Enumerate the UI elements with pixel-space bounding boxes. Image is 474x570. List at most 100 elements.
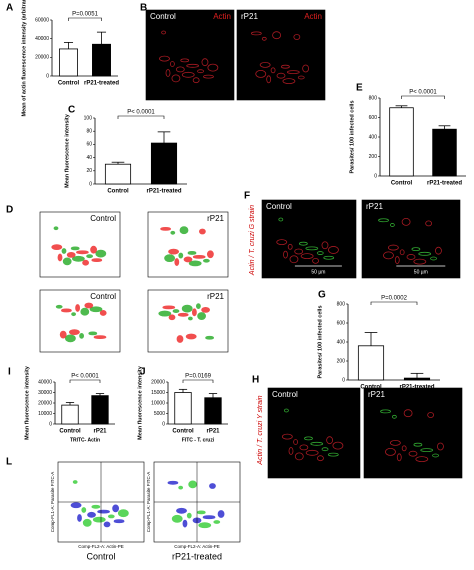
image-detail: [186, 63, 200, 68]
image-detail: [62, 257, 72, 266]
image-detail: [207, 63, 219, 72]
image-detail: [181, 71, 195, 78]
image-detail: [380, 409, 391, 414]
y-tick-label: 15000: [151, 390, 165, 396]
image-detail: [250, 31, 262, 36]
image-detail: [203, 74, 214, 79]
image-detail: [198, 522, 212, 529]
image-detail: [172, 309, 180, 313]
panel-letter: E: [356, 83, 363, 94]
image-detail: [197, 312, 207, 320]
image-frame: [39, 211, 121, 278]
p-value: P< 0.0001: [127, 110, 155, 116]
image-detail: [87, 511, 96, 518]
y-axis-label: Parasites/ 100 infected cells: [317, 305, 323, 378]
bar: [150, 142, 178, 185]
image-detail: [317, 455, 324, 462]
image-detail: [293, 34, 301, 40]
bar: [432, 128, 457, 177]
image-detail: [165, 69, 171, 77]
x-tick-label: rP21-treated: [84, 81, 119, 87]
y-tick-label: 0: [342, 377, 345, 383]
image-detail: [192, 254, 206, 259]
y-tick-label: 600: [337, 320, 346, 326]
side-label: Actin / T. cruzi G strain: [249, 205, 256, 276]
image-detail: [391, 414, 397, 419]
image-detail: [97, 509, 110, 514]
image-detail: [328, 246, 339, 254]
y-axis-label: Mean fluorescence intensity: [64, 113, 70, 188]
image-detail: [297, 75, 305, 80]
bar: [91, 395, 109, 425]
image-detail: [261, 36, 267, 41]
image-detail: [117, 509, 129, 518]
image-detail: [80, 307, 90, 316]
image-detail: [202, 515, 216, 520]
y-tick-label: 40000: [35, 36, 49, 42]
significance-bracket: [69, 379, 101, 383]
panel-letter: A: [6, 3, 13, 14]
image-detail: [195, 303, 201, 310]
x-axis-label: TRITC- Actin: [70, 437, 100, 443]
image-detail: [91, 504, 101, 509]
image-detail: [385, 447, 396, 456]
image-detail: [171, 74, 181, 83]
significance-bracket: [401, 95, 445, 99]
scale-label: 50 µm: [311, 269, 325, 275]
bar: [389, 107, 414, 177]
significance-bracket: [370, 301, 418, 305]
y-tick-label: 200: [337, 358, 346, 364]
image-detail: [406, 254, 416, 260]
image-detail: [321, 241, 329, 250]
image-frame: [261, 199, 357, 279]
panel-letter: F: [244, 191, 250, 202]
frame-caption: Control: [86, 551, 115, 561]
y-axis-label: Comp-FL1-A: Parasite FITC-A: [146, 472, 151, 533]
image-detail: [158, 310, 172, 317]
image-detail: [53, 226, 59, 231]
image-detail: [196, 510, 206, 515]
image-detail: [183, 256, 193, 263]
image-detail: [159, 55, 170, 62]
image-detail: [401, 445, 407, 452]
image-detail: [408, 450, 418, 457]
y-tick-label: 20000: [38, 400, 52, 406]
image-detail: [175, 66, 185, 73]
image-detail: [332, 441, 344, 450]
image-detail: [88, 331, 98, 336]
image-detail: [217, 510, 225, 518]
image-detail: [305, 246, 319, 251]
image-detail: [326, 436, 334, 445]
frame-label: Control: [272, 390, 298, 399]
image-detail: [95, 249, 107, 258]
image-detail: [282, 78, 296, 84]
image-detail: [178, 485, 184, 490]
y-tick-label: 60: [86, 142, 92, 148]
image-detail: [387, 244, 399, 251]
image-detail: [420, 448, 434, 453]
y-tick-label: 40000: [38, 379, 52, 385]
image-detail: [176, 335, 184, 343]
y-tick-label: 400: [369, 134, 378, 140]
y-axis-label: Mean fluorescence intensity: [24, 365, 30, 440]
image-detail: [304, 436, 313, 441]
image-detail: [70, 246, 80, 251]
image-detail: [185, 333, 197, 340]
image-detail: [61, 248, 67, 254]
image-detail: [206, 250, 214, 259]
image-detail: [69, 329, 80, 336]
image-detail: [168, 248, 180, 255]
image-detail: [389, 439, 401, 446]
image-detail: [113, 519, 125, 524]
image-detail: [61, 308, 72, 313]
x-axis-label: Comp-FL2-A: Actin-PE: [174, 544, 220, 549]
y-tick-label: 30000: [38, 390, 52, 396]
image-detail: [179, 226, 189, 235]
y-tick-label: 0: [162, 421, 165, 427]
frame-label: rP21: [368, 390, 385, 399]
frame-caption: rP21-treated: [172, 551, 222, 561]
image-detail: [82, 259, 89, 266]
image-detail: [287, 243, 293, 250]
y-axis-label: Mean fluorescence intensity: [137, 365, 143, 440]
